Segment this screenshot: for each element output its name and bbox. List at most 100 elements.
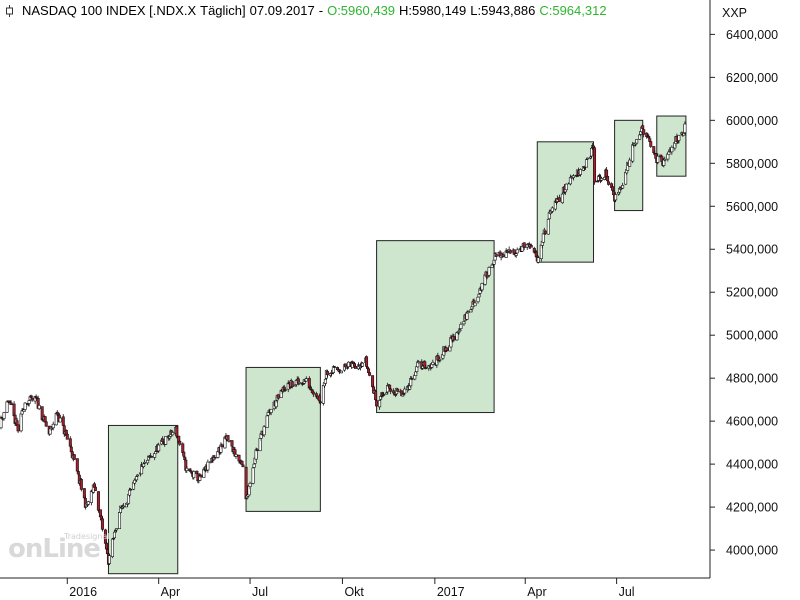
y-tick-label: 4400,000 (726, 458, 778, 472)
candle-down (161, 438, 165, 442)
candle-up (560, 193, 564, 204)
candle-down (424, 367, 428, 369)
candle-up (157, 444, 161, 452)
candle-up (248, 483, 252, 487)
candle-up (514, 253, 518, 256)
candle-up (58, 417, 62, 423)
header-dash: - (318, 3, 324, 18)
candle-up (192, 471, 196, 478)
candle-down (175, 426, 179, 437)
candle-down (181, 443, 185, 453)
candle-up (417, 361, 421, 364)
y-tick-label: 5200,000 (726, 286, 778, 300)
logo-subtext: Tradesignal (64, 532, 110, 541)
y-tick-label: 6400,000 (726, 28, 778, 42)
candle-down (199, 474, 203, 478)
candle-up (142, 463, 146, 467)
candle-down (410, 378, 414, 380)
interval-label: Täglich] (200, 3, 246, 18)
candle-down (606, 176, 610, 182)
candle-up (465, 312, 469, 320)
low-value: L:5943,886 (470, 3, 536, 18)
candle-down (311, 391, 315, 395)
candle-down (68, 438, 72, 447)
candle-up (635, 139, 639, 144)
x-tick-label: Jul (252, 585, 268, 599)
candle-up (490, 264, 494, 268)
candle-down (325, 371, 329, 376)
candle-up (128, 489, 132, 496)
highlight-box (376, 240, 495, 414)
candle-down (402, 393, 406, 396)
candle-up (262, 426, 266, 436)
candle-down (230, 440, 234, 447)
logo-text: onLine (8, 534, 101, 564)
y-tick-label: 4000,000 (726, 544, 778, 558)
candle-up (227, 440, 231, 442)
candle-up (458, 329, 462, 332)
candle-up (2, 412, 6, 419)
candle-down (368, 372, 372, 376)
candle-up (346, 361, 350, 368)
candle-up (546, 219, 550, 235)
candle-up (455, 332, 459, 341)
candle-up (462, 321, 466, 325)
x-tick-label: Jul (619, 585, 635, 599)
candle-up (265, 415, 269, 428)
candle-down (290, 381, 294, 388)
candle-up (266, 412, 270, 416)
candle-down (16, 424, 20, 432)
candle-down (61, 416, 65, 426)
candle-down (237, 454, 241, 462)
candle-up (154, 451, 158, 455)
candle-down (79, 479, 83, 490)
candle-down (150, 456, 154, 458)
candle-up (23, 402, 27, 410)
y-tick-label: 5800,000 (726, 157, 778, 171)
candle-down (611, 186, 615, 191)
candle-down (75, 458, 79, 472)
candle-up (143, 461, 147, 464)
candle-up (133, 479, 137, 484)
candle-down (72, 454, 76, 460)
candle-up (37, 405, 41, 410)
candle-up (683, 123, 687, 133)
candle-up (584, 159, 588, 168)
open-value: O:5960,439 (327, 3, 396, 18)
candle-down (648, 138, 652, 142)
instrument-title: NASDAQ 100 INDEX [.NDX.X (22, 3, 197, 18)
candle-layer (0, 121, 687, 567)
candle-down (241, 464, 245, 468)
candle-down (445, 347, 449, 351)
candle-down (660, 156, 664, 162)
candle-down (494, 254, 498, 257)
candle-down (276, 394, 280, 399)
candle-down (129, 488, 133, 491)
candle-down (76, 471, 80, 475)
candle-up (600, 178, 604, 181)
candle-up (459, 323, 463, 329)
candle-down (182, 451, 186, 457)
candle-up (107, 555, 111, 564)
chart-header: NASDAQ 100 INDEX [.NDX.X Täglich] 07.09.20… (22, 3, 611, 18)
candle-up (564, 183, 568, 191)
candle-up (118, 512, 122, 530)
candle-up (477, 293, 481, 298)
candle-type-icon (6, 5, 13, 17)
candle-up (466, 311, 470, 314)
candle-down (501, 254, 505, 258)
x-tick-label: 2016 (69, 585, 97, 599)
candle-up (638, 134, 642, 140)
candle-up (135, 476, 139, 481)
close-value: C:5964,312 (539, 3, 607, 18)
candle-up (431, 361, 435, 365)
candle-down (557, 197, 561, 202)
candle-down (641, 125, 645, 129)
candle-up (520, 246, 524, 252)
candle-up (206, 461, 210, 471)
candle-down (83, 498, 87, 508)
candle-up (122, 505, 126, 508)
candle-down (366, 366, 370, 369)
candle-up (252, 463, 256, 468)
